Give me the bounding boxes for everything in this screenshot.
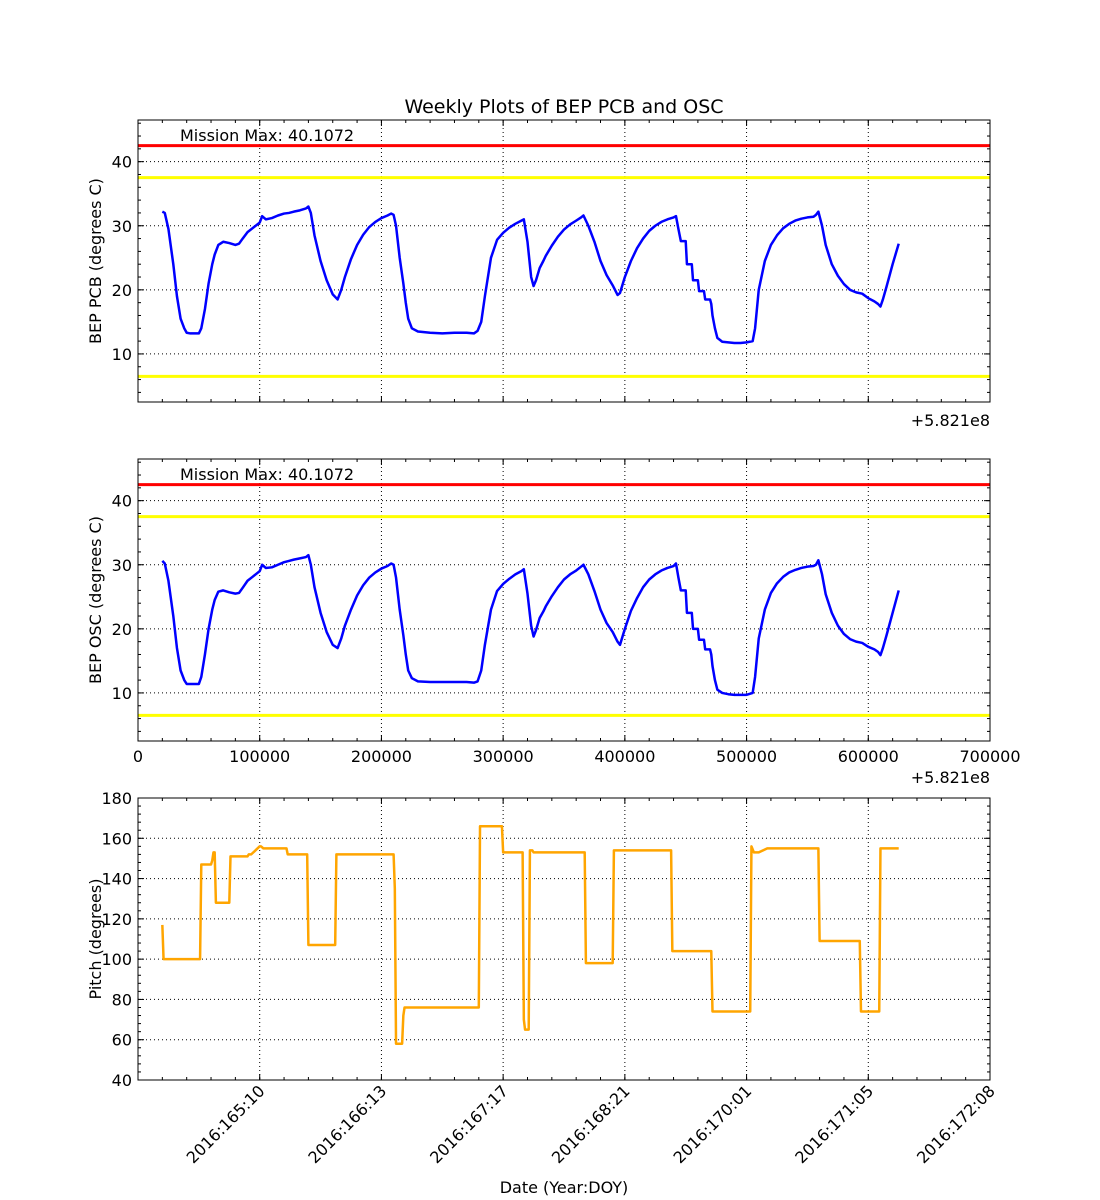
x-tick-label: 500000: [716, 747, 777, 766]
y-tick-label: 160: [101, 829, 132, 848]
series-line: [161, 205, 900, 345]
y-tick-label: 180: [101, 789, 132, 808]
y-tick-label: 100: [101, 950, 132, 969]
y-tick-label: 30: [112, 556, 132, 575]
axes-frame: [137, 119, 991, 403]
mission-max-annotation: Mission Max: 40.1072: [180, 126, 354, 145]
plot-bep-pcb: 10 20 30 40 +5.821e8 Mission Max: 40.1072 BEP …: [86, 119, 991, 430]
y-tick-label: 140: [101, 870, 132, 889]
x-offset-text: +5.821e8: [911, 411, 990, 430]
y-axis-label: BEP PCB (degrees C): [86, 178, 105, 344]
y-axis-label: BEP OSC (degrees C): [86, 516, 105, 684]
y-tick-label: 40: [112, 492, 132, 511]
y-tick-label: 10: [112, 684, 132, 703]
y-tick-label: 60: [112, 1031, 132, 1050]
chart-title: Weekly Plots of BEP PCB and OSC: [404, 96, 723, 118]
y-tick-label: 80: [112, 990, 132, 1009]
x-tick-label: 200000: [351, 747, 412, 766]
axes-frame: [137, 797, 991, 1081]
y-tick-label: 20: [112, 281, 132, 300]
x-tick-label: 100000: [229, 747, 290, 766]
y-tick-label: 120: [101, 910, 132, 929]
x-tick-label: 300000: [473, 747, 534, 766]
series-line: [161, 553, 900, 697]
y-tick-label: 30: [112, 217, 132, 236]
x-axis-label: Date (Year:DOY): [500, 1178, 629, 1197]
series-line: [161, 824, 899, 1045]
x-offset-text: +5.821e8: [911, 768, 990, 787]
y-tick-label: 40: [112, 1071, 132, 1090]
y-tick-label: 20: [112, 620, 132, 639]
y-tick-label: 40: [112, 153, 132, 172]
x-tick-label: 700000: [959, 747, 1020, 766]
plot-bep-osc: 10 20 30 40 0 100000 200000 300000 400000 500000 6…: [86, 458, 1021, 787]
axes-frame: [137, 458, 991, 742]
y-tick-label: 10: [112, 345, 132, 364]
x-tick-label: 0: [133, 747, 143, 766]
x-tick-label: 400000: [594, 747, 655, 766]
mission-max-annotation: Mission Max: 40.1072: [180, 465, 354, 484]
x-tick-label: 600000: [838, 747, 899, 766]
y-axis-label: Pitch (degrees): [86, 879, 105, 1000]
